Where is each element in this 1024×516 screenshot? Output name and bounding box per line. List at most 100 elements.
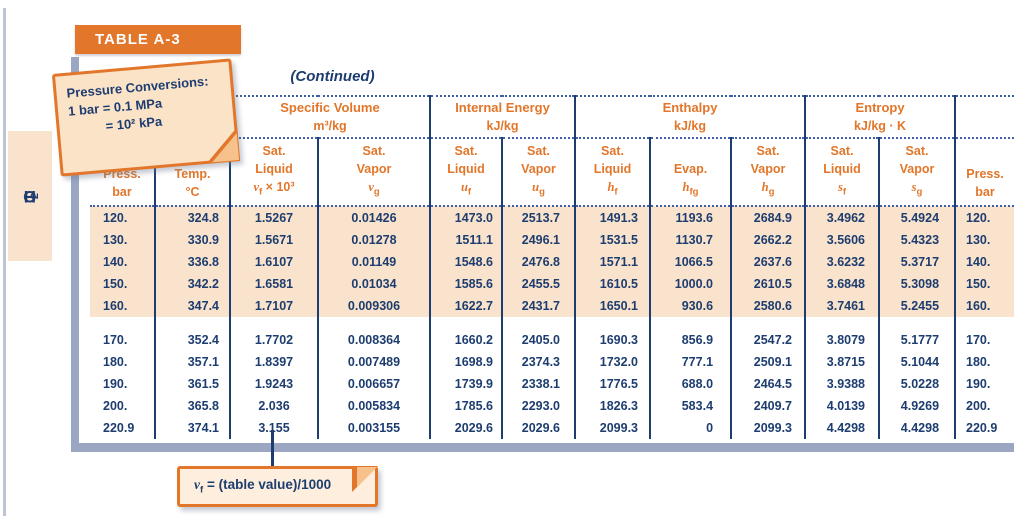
table-row: 160. 347.4 1.7107 0.009306 1622.7 2431.7 1650.… [90,295,1015,317]
table-cell: 120. [954,206,1015,229]
table-cell: 1571.1 [574,251,651,273]
table-cell: 2464.5 [730,373,806,395]
group-header-specific-volume: Specific Volume m³/kg [229,95,430,139]
table-cell: 0.01034 [317,273,430,295]
note-fold-corner [357,467,377,487]
table-cell: 0.005834 [317,395,430,417]
table-cell: 777.1 [649,351,732,373]
group-header-enthalpy: Enthalpy kJ/kg [574,95,806,139]
table-cell: 1066.5 [649,251,732,273]
table-row: 190. 361.5 1.9243 0.006657 1739.9 2338.1 1776.… [90,373,1015,395]
table-frame-vertical-bar [71,57,79,452]
table-cell: 5.4924 [878,206,956,229]
table-cell: 1732.0 [574,351,651,373]
table-row: 220.9 374.1 3.155 0.003155 2029.6 2029.6 2099.… [90,417,1015,439]
table-cell: 856.9 [649,329,732,351]
table-cell: 5.3098 [878,273,956,295]
table-cell: 1473.0 [429,206,502,229]
table-cell: 1.7702 [229,329,318,351]
table-cell: 2455.5 [500,273,576,295]
table-cell: 2580.6 [730,295,806,317]
table-cell: 3.155 [229,417,318,439]
table-cell: 1531.5 [574,229,651,251]
table-row: 130. 330.9 1.5671 0.01278 1511.1 2496.1 1531.5… [90,229,1015,251]
table-cell: 1.5267 [229,206,318,229]
table-banner-title: TABLE A-3 [95,31,181,48]
table-cell: 160. [90,295,155,317]
table-cell: 4.4298 [804,417,880,439]
table-row: 200. 365.8 2.036 0.005834 1785.6 2293.0 1826.3… [90,395,1015,417]
table-cell: 374.1 [154,417,230,439]
table-cell [500,317,576,329]
table-cell: 365.8 [154,395,230,417]
table-cell: 3.6232 [804,251,880,273]
table-cell: 1193.6 [649,206,732,229]
footnote-text: vf = (table value)/1000 [194,477,332,496]
column-header-row: Press. bar Temp. °C Sat. Liquid vf × 10³ Sa… [90,138,1015,207]
pressure-conversions-note: Pressure Conversions: 1 bar = 0.1 MPa = … [51,58,241,177]
table-cell: 170. [954,329,1015,351]
table-cell [154,317,230,329]
table-cell: 5.4323 [878,229,956,251]
table-cell: 1.5671 [229,229,318,251]
table-cell: 1.6107 [229,251,318,273]
table-cell: 3.6848 [804,273,880,295]
table-cell: 150. [954,273,1015,295]
table-cell: 1785.6 [429,395,502,417]
table-row: 180. 357.1 1.8397 0.007489 1698.9 2374.3 1732.… [90,351,1015,373]
table-cell: 220.9 [954,417,1015,439]
table-cell: 2409.7 [730,395,806,417]
table-row: 150. 342.2 1.6581 0.01034 1585.6 2455.5 1610.5… [90,273,1015,295]
table-cell: 2374.3 [500,351,576,373]
table-cell: 1610.5 [574,273,651,295]
table-cell: 1698.9 [429,351,502,373]
table-cell [229,317,318,329]
table-cell: 3.8079 [804,329,880,351]
col-header-sat-vapor-hg: Sat. Vapor hg [730,138,806,207]
table-cell: 347.4 [154,295,230,317]
table-cell: 1.8397 [229,351,318,373]
table-cell: 4.9269 [878,395,956,417]
table-cell: 190. [954,373,1015,395]
saturated-water-pressure-table: Specific Volume m³/kg Internal Energy kJ… [90,95,1015,439]
table-cell: 3.4962 [804,206,880,229]
group-header-row: Specific Volume m³/kg Internal Energy kJ… [90,95,1015,139]
table-cell: 361.5 [154,373,230,395]
table-cell: 336.8 [154,251,230,273]
table-cell [90,317,155,329]
table-cell: 5.0228 [878,373,956,395]
table-cell: 2684.9 [730,206,806,229]
table-cell [954,317,1015,329]
group-header-entropy: Entropy kJ/kg · K [804,95,956,139]
table-cell [804,317,880,329]
table-cell: 324.8 [154,206,230,229]
table-cell: 1.6581 [229,273,318,295]
table-cell [574,317,651,329]
table-cell: 140. [954,251,1015,273]
table-cell: 220.9 [103,421,135,435]
table-cell: 120. [90,206,155,229]
table-cell: 2.036 [229,395,318,417]
table-cell [649,317,732,329]
table-cell: 2547.2 [730,329,806,351]
table-cell: 2637.6 [730,251,806,273]
table-cell: 583.4 [649,395,732,417]
steam-table: Specific Volume m³/kg Internal Energy kJ… [90,95,1015,439]
table-cell: 2293.0 [500,395,576,417]
table-cell: 1739.9 [429,373,502,395]
table-cell: 150. [90,273,155,295]
note-fold-corner [209,133,240,163]
table-cell: 2405.0 [500,329,576,351]
table-row: 120. 324.8 1.5267 0.01426 1473.0 2513.7 1491.3… [90,206,1015,229]
table-cell: 4.0139 [804,395,880,417]
table-cell: 1776.5 [574,373,651,395]
table-cell: 0.007489 [317,351,430,373]
table-cell: 2476.8 [500,251,576,273]
table-row: 140. 336.8 1.6107 0.01149 1548.6 2476.8 1571.1… [90,251,1015,273]
table-cell: 2029.6 [500,417,576,439]
col-header-sat-vapor-vg: Sat. Vapor vg [317,138,430,207]
table-cell: 688.0 [649,373,732,395]
table-cell: 2509.1 [730,351,806,373]
